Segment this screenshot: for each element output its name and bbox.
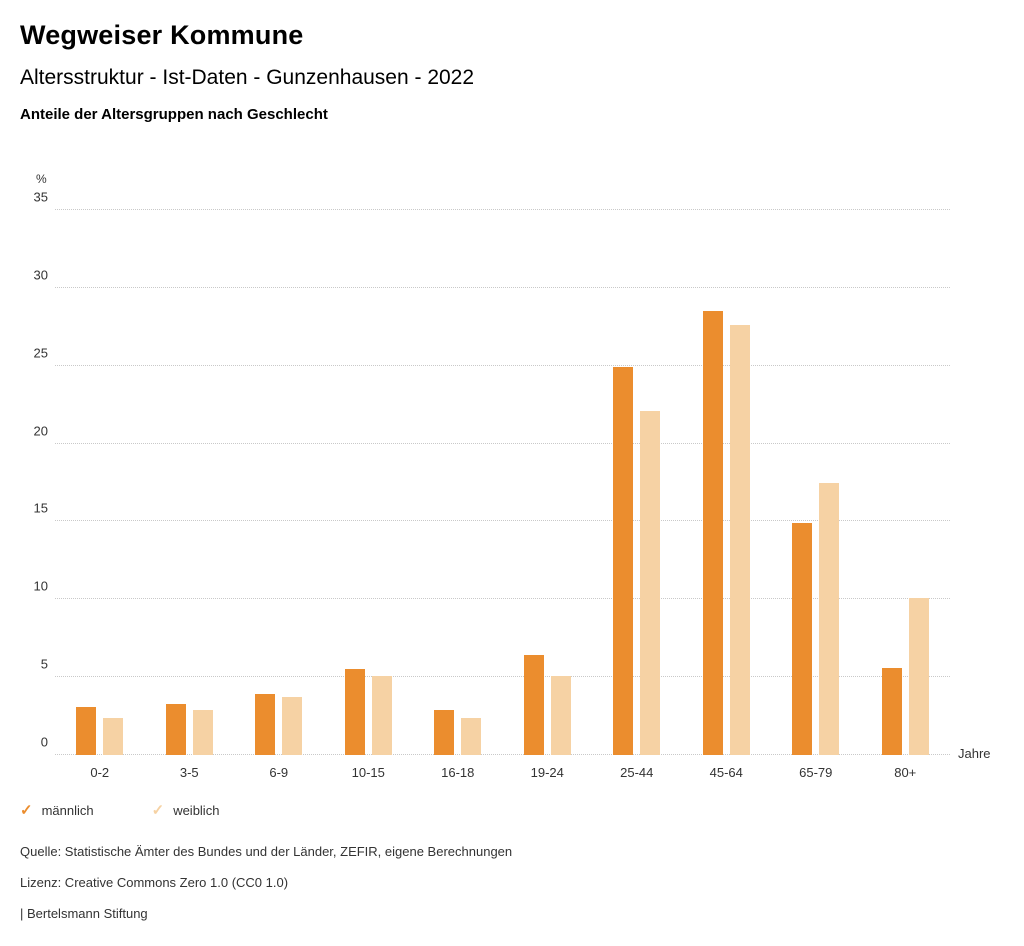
y-tick-label-30: 30 xyxy=(33,267,48,283)
x-tick-label-10-15: 10-15 xyxy=(351,765,385,780)
bar-männlich-0-2 xyxy=(76,706,97,755)
x-tick-label-6-9: 6-9 xyxy=(269,765,289,780)
gridline-5 xyxy=(55,676,950,678)
gridline-30 xyxy=(55,286,950,288)
y-tick-label-25: 25 xyxy=(33,345,48,361)
plot-area: 0 5 10 15 20 25 30 35 xyxy=(34,191,950,755)
footer-license: Lizenz: Creative Commons Zero 1.0 (CC0 1… xyxy=(20,875,289,890)
bar-group-3-5 xyxy=(145,210,235,755)
bar-weiblich-65-79 xyxy=(819,482,840,755)
bar-männlich-25-44 xyxy=(613,367,634,755)
gridline-10 xyxy=(55,598,950,600)
bar-weiblich-25-44 xyxy=(640,410,661,755)
chart-heading: Anteile der Altersgruppen nach Geschlech… xyxy=(20,106,328,123)
y-tick-label-35: 35 xyxy=(33,189,48,205)
y-tick-label-0: 0 xyxy=(40,734,48,750)
gridline-25 xyxy=(55,364,950,366)
legend-item-weiblich[interactable]: ✓ weiblich xyxy=(152,803,220,818)
bar-group-45-64 xyxy=(682,210,772,755)
x-tick-label-80+: 80+ xyxy=(894,765,917,780)
bar-männlich-65-79 xyxy=(792,523,813,755)
bar-group-6-9 xyxy=(234,210,324,755)
bar-weiblich-10-15 xyxy=(371,675,392,755)
chart-legend: ✓ männlich ✓ weiblich xyxy=(20,803,219,818)
bar-group-10-15 xyxy=(324,210,414,755)
bar-männlich-80+ xyxy=(881,667,902,755)
bar-groups xyxy=(55,210,950,755)
bar-group-25-44 xyxy=(592,210,682,755)
bar-männlich-3-5 xyxy=(165,703,186,755)
bar-group-65-79 xyxy=(771,210,861,755)
bar-weiblich-6-9 xyxy=(282,697,303,755)
gridline-15 xyxy=(55,520,950,522)
bar-group-16-18 xyxy=(413,210,503,755)
bar-group-19-24 xyxy=(503,210,593,755)
legend-item-männlich[interactable]: ✓ männlich xyxy=(20,803,94,818)
bar-männlich-45-64 xyxy=(702,311,723,755)
gridline-20 xyxy=(55,442,950,444)
y-tick-label-20: 20 xyxy=(33,423,48,439)
y-tick-label-5: 5 xyxy=(40,656,48,672)
bar-weiblich-16-18 xyxy=(461,717,482,755)
gridline-35 xyxy=(55,209,950,210)
y-axis-unit-label: % xyxy=(36,172,47,186)
bar-männlich-19-24 xyxy=(523,655,544,755)
gridline-0 xyxy=(55,754,950,755)
bar-weiblich-0-2 xyxy=(103,717,124,755)
bar-weiblich-3-5 xyxy=(192,709,213,755)
y-tick-label-15: 15 xyxy=(33,500,48,516)
bar-männlich-16-18 xyxy=(434,709,455,755)
x-axis-unit-label: Jahre xyxy=(958,746,991,761)
bar-group-0-2 xyxy=(55,210,145,755)
footer-attribution: | Bertelsmann Stiftung xyxy=(20,906,148,921)
legend-check-icon: ✓ xyxy=(151,802,165,819)
legend-check-icon: ✓ xyxy=(20,802,33,819)
x-tick-label-65-79: 65-79 xyxy=(799,765,833,780)
y-tick-label-10: 10 xyxy=(33,578,48,594)
bar-männlich-6-9 xyxy=(255,694,276,755)
x-tick-label-25-44: 25-44 xyxy=(620,765,654,780)
x-tick-label-3-5: 3-5 xyxy=(179,765,199,780)
bar-group-80+ xyxy=(861,210,951,755)
x-tick-label-0-2: 0-2 xyxy=(90,765,110,780)
legend-label: männlich xyxy=(41,803,94,818)
x-tick-label-19-24: 19-24 xyxy=(530,765,564,780)
bar-männlich-10-15 xyxy=(344,669,365,755)
footer-source: Quelle: Statistische Ämter des Bundes un… xyxy=(20,844,513,859)
x-axis-labels: 0-2 3-5 6-9 10-15 16-18 19-24 25-44 45-64 65-79 8… xyxy=(55,765,950,780)
bar-weiblich-19-24 xyxy=(550,675,571,755)
x-tick-label-45-64: 45-64 xyxy=(709,765,743,780)
legend-label: weiblich xyxy=(173,803,220,818)
bar-weiblich-80+ xyxy=(908,597,929,755)
bar-weiblich-45-64 xyxy=(729,325,750,755)
page-title: Wegweiser Kommune xyxy=(20,20,304,50)
x-tick-label-16-18: 16-18 xyxy=(441,765,475,780)
page-subtitle: Altersstruktur - Ist-Daten - Gunzenhause… xyxy=(20,66,475,89)
